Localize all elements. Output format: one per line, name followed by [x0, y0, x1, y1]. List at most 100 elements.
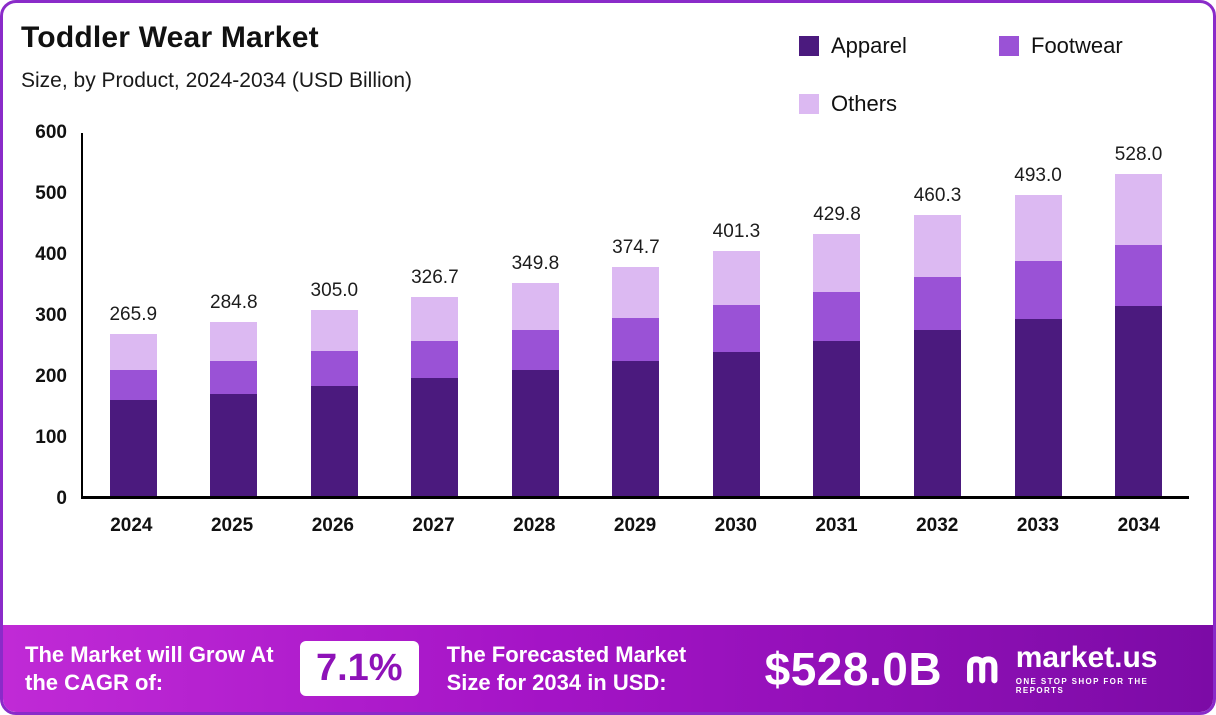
bar-2030: 401.3: [712, 221, 760, 496]
bar-total-label: 493.0: [1014, 165, 1062, 187]
bar-segment-others: [914, 215, 962, 277]
y-tick-300: 300: [35, 305, 67, 326]
bar-segment-apparel: [109, 400, 157, 496]
logo-text: market.us: [1015, 640, 1158, 674]
bar-total-label: 460.3: [913, 185, 962, 207]
marketus-logo: market.us ONE STOP SHOP FOR THE REPORTS: [964, 640, 1183, 695]
bar-segment-others: [712, 251, 760, 306]
legend-label: Apparel: [831, 33, 907, 58]
bar-segment-others: [511, 282, 559, 330]
x-label-2024: 2024: [110, 515, 153, 536]
y-tick-100: 100: [35, 427, 67, 448]
legend-label: Others: [831, 91, 898, 116]
bar-segment-others: [813, 233, 861, 292]
bar-2034: 528.0: [1115, 144, 1163, 496]
y-tick-0: 0: [56, 488, 67, 509]
bar-segment-footwear: [914, 276, 962, 331]
page-title: Toddler Wear Market: [21, 21, 319, 54]
bar-total-label: 349.8: [511, 252, 560, 274]
bar-total-label: 374.7: [612, 237, 660, 259]
plot-area: 265.9 284.8 305.0 326.7 349.8 374.7 401.3 429.8…: [81, 133, 1189, 499]
bar-segment-apparel: [1115, 306, 1163, 496]
bar-2032: 460.3: [914, 185, 962, 496]
bar-total-label: 305.0: [310, 279, 359, 301]
bar-segment-others: [109, 333, 157, 370]
y-tick-200: 200: [35, 366, 67, 387]
chart-subtitle: Size, by Product, 2024-2034 (USD Billion…: [21, 69, 413, 92]
bar-segment-footwear: [612, 317, 660, 362]
bar-segment-others: [411, 296, 459, 341]
bar-segment-apparel: [310, 386, 358, 496]
bar-2031: 429.8: [813, 204, 861, 496]
y-axis: 0 100 200 300 400 500 600: [19, 122, 81, 509]
logo-text-block: market.us ONE STOP SHOP FOR THE REPORTS: [1015, 640, 1183, 695]
bar-2026: 305.0: [310, 280, 358, 496]
bar-total-label: 528.0: [1114, 143, 1163, 165]
bar-2028: 349.8: [511, 253, 559, 496]
cagr-value: 7.1%: [299, 641, 419, 696]
title-block: Toddler Wear Market Size, by Product, 20…: [21, 21, 412, 93]
x-axis: 2024 2025 2026 2027 2028 2029 2030 2031 2032 2033…: [81, 499, 1189, 537]
x-label-2033: 2033: [1016, 515, 1060, 536]
bar-segment-others: [310, 309, 358, 351]
bar-chart: 0 100 200 300 400 500 600 265.9 284.8 305.0 326.7…: [3, 122, 1213, 537]
bar-segment-others: [1115, 173, 1163, 245]
bar-total-label: 429.8: [813, 203, 861, 225]
bar-2029: 374.7: [612, 237, 660, 496]
bar-segment-others: [210, 322, 258, 361]
bar-2025: 284.8: [210, 292, 258, 496]
bar-segment-footwear: [411, 340, 459, 379]
x-label-2030: 2030: [714, 515, 757, 536]
legend: Apparel Footwear Others: [799, 33, 1169, 117]
bar-segment-footwear: [511, 329, 559, 371]
legend-swatch-footwear: [999, 36, 1019, 56]
x-label-2027: 2027: [412, 515, 455, 536]
marketus-logo-icon: [967, 655, 998, 683]
bar-segment-footwear: [210, 360, 258, 394]
bar-segment-apparel: [210, 393, 258, 496]
bar-2027: 326.7: [411, 267, 459, 496]
bar-segment-footwear: [109, 369, 157, 401]
bar-segment-others: [1014, 195, 1062, 262]
bar-segment-apparel: [712, 351, 760, 496]
bar-segment-apparel: [612, 361, 660, 496]
forecast-value: $528.0B: [764, 642, 943, 695]
footer-banner: The Market will Grow At the CAGR of: 7.1…: [3, 625, 1213, 712]
legend-swatch-others: [799, 94, 819, 114]
x-label-2031: 2031: [815, 515, 858, 536]
bar-total-label: 284.8: [210, 292, 258, 314]
bar-segment-apparel: [813, 341, 861, 496]
x-label-2034: 2034: [1117, 515, 1160, 536]
legend-item-footwear: Footwear: [999, 33, 1169, 59]
bar-segment-apparel: [914, 330, 962, 496]
bar-segment-apparel: [1014, 318, 1062, 496]
logo-tagline: ONE STOP SHOP FOR THE REPORTS: [1015, 676, 1149, 695]
bar-segment-footwear: [813, 291, 861, 342]
bar-2033: 493.0: [1014, 165, 1062, 496]
bar-segment-apparel: [411, 378, 459, 496]
bar-segment-footwear: [1014, 261, 1062, 319]
bar-2024: 265.9: [109, 304, 157, 496]
bar-segment-footwear: [712, 305, 760, 352]
forecast-label: The Forecasted Market Size for 2034 in U…: [446, 642, 687, 695]
x-label-2029: 2029: [613, 515, 657, 536]
chart-header: Toddler Wear Market Size, by Product, 20…: [3, 3, 1213, 117]
y-tick-500: 500: [35, 183, 67, 204]
legend-item-apparel: Apparel: [799, 33, 989, 59]
bar-total-label: 401.3: [712, 221, 761, 243]
bar-total-label: 265.9: [109, 303, 158, 325]
bar-segment-others: [612, 267, 660, 318]
y-tick-400: 400: [35, 244, 67, 265]
bar-total-label: 326.7: [411, 266, 459, 288]
bar-segment-footwear: [310, 350, 358, 387]
x-label-2026: 2026: [311, 515, 354, 536]
bar-segment-apparel: [511, 370, 559, 496]
legend-item-others: Others: [799, 91, 989, 117]
x-label-2028: 2028: [513, 515, 556, 536]
cagr-label: The Market will Grow At the CAGR of:: [25, 642, 274, 695]
x-label-2032: 2032: [916, 515, 959, 536]
y-tick-600: 600: [35, 122, 67, 143]
legend-label: Footwear: [1031, 33, 1123, 58]
legend-swatch-apparel: [799, 36, 819, 56]
